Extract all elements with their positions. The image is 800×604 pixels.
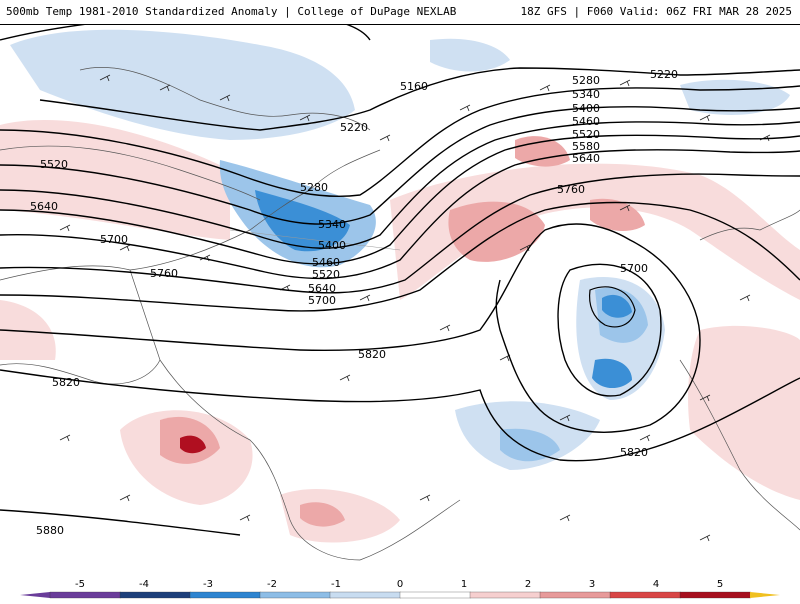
legend-tick-label: 5 <box>717 579 723 590</box>
legend-tick-label: -2 <box>267 579 277 590</box>
contour-label: 5340 <box>572 88 600 101</box>
legend-color-swatch <box>539 591 611 599</box>
contour-label: 5160 <box>400 80 428 93</box>
contour-label: 5640 <box>30 200 58 213</box>
title-bar: 500mb Temp 1981-2010 Standardized Anomal… <box>0 0 800 25</box>
legend-color-swatch <box>399 591 471 599</box>
contour-label: 5220 <box>650 68 678 81</box>
contour-label: 5640 <box>308 282 336 295</box>
legend-tick-label: -5 <box>75 579 85 590</box>
legend-tick-label: -3 <box>203 579 213 590</box>
legend-tick-label: 3 <box>589 579 595 590</box>
contour-label: 5400 <box>572 102 600 115</box>
contour-label: 5820 <box>620 446 648 459</box>
contour-label: 5640 <box>572 152 600 165</box>
legend-tick-label: 4 <box>653 579 659 590</box>
legend-color-swatch <box>469 591 541 599</box>
contour-label: 5280 <box>300 181 328 194</box>
contour-label: 5400 <box>318 239 346 252</box>
contour-label: 5760 <box>150 267 178 280</box>
contour-label: 5700 <box>100 233 128 246</box>
cold-anomaly-shading <box>10 29 790 470</box>
height-contours <box>0 24 800 536</box>
legend: -5 -4 -3 -2 -1 0 1 2 3 4 5 <box>0 576 800 600</box>
legend-bar <box>20 591 780 599</box>
contour-labels: 5160 5220 5220 5280 5280 5340 5340 5400 … <box>30 68 678 537</box>
contour-label: 5760 <box>557 183 585 196</box>
legend-color-swatch <box>609 591 681 599</box>
legend-max-arrow <box>750 592 780 598</box>
legend-color-swatch <box>329 591 401 599</box>
contour-label: 5700 <box>308 294 336 307</box>
run-info: 18Z GFS | F060 Valid: 06Z FRI MAR 28 202… <box>520 5 792 18</box>
coastlines <box>0 67 800 561</box>
legend-color-swatch <box>259 591 331 599</box>
contour-label: 5820 <box>358 348 386 361</box>
contour-label: 5460 <box>312 256 340 269</box>
warm-anomaly-shading <box>0 120 800 543</box>
legend-min-arrow <box>20 592 50 598</box>
legend-color-swatch <box>49 591 121 599</box>
legend-color-swatch <box>679 591 751 599</box>
legend-color-swatch <box>119 591 191 599</box>
contour-label: 5460 <box>572 115 600 128</box>
contour-label: 5520 <box>40 158 68 171</box>
map-title: 500mb Temp 1981-2010 Standardized Anomal… <box>6 5 457 18</box>
legend-color-swatch <box>189 591 261 599</box>
legend-labels: -5 -4 -3 -2 -1 0 1 2 3 4 5 <box>75 579 723 590</box>
contour-label: 5700 <box>620 262 648 275</box>
contour-label: 5220 <box>340 121 368 134</box>
legend-tick-label: 2 <box>525 579 531 590</box>
contour-label: 5340 <box>318 218 346 231</box>
contour-label: 5580 <box>572 140 600 153</box>
map-svg: 5160 5220 5220 5280 5280 5340 5340 5400 … <box>0 24 800 561</box>
contour-label: 5520 <box>572 128 600 141</box>
contour-label: 5880 <box>36 524 64 537</box>
legend-tick-label: -1 <box>331 579 341 590</box>
legend-tick-label: -4 <box>139 579 149 590</box>
wind-barbs <box>59 74 771 542</box>
legend-svg: -5 -4 -3 -2 -1 0 1 2 3 4 5 <box>20 579 780 599</box>
legend-tick-label: 1 <box>461 579 467 590</box>
contour-label: 5520 <box>312 268 340 281</box>
legend-tick-label: 0 <box>397 579 403 590</box>
contour-label: 5820 <box>52 376 80 389</box>
map-area: 5160 5220 5220 5280 5280 5340 5340 5400 … <box>0 24 800 576</box>
contour-label: 5280 <box>572 74 600 87</box>
